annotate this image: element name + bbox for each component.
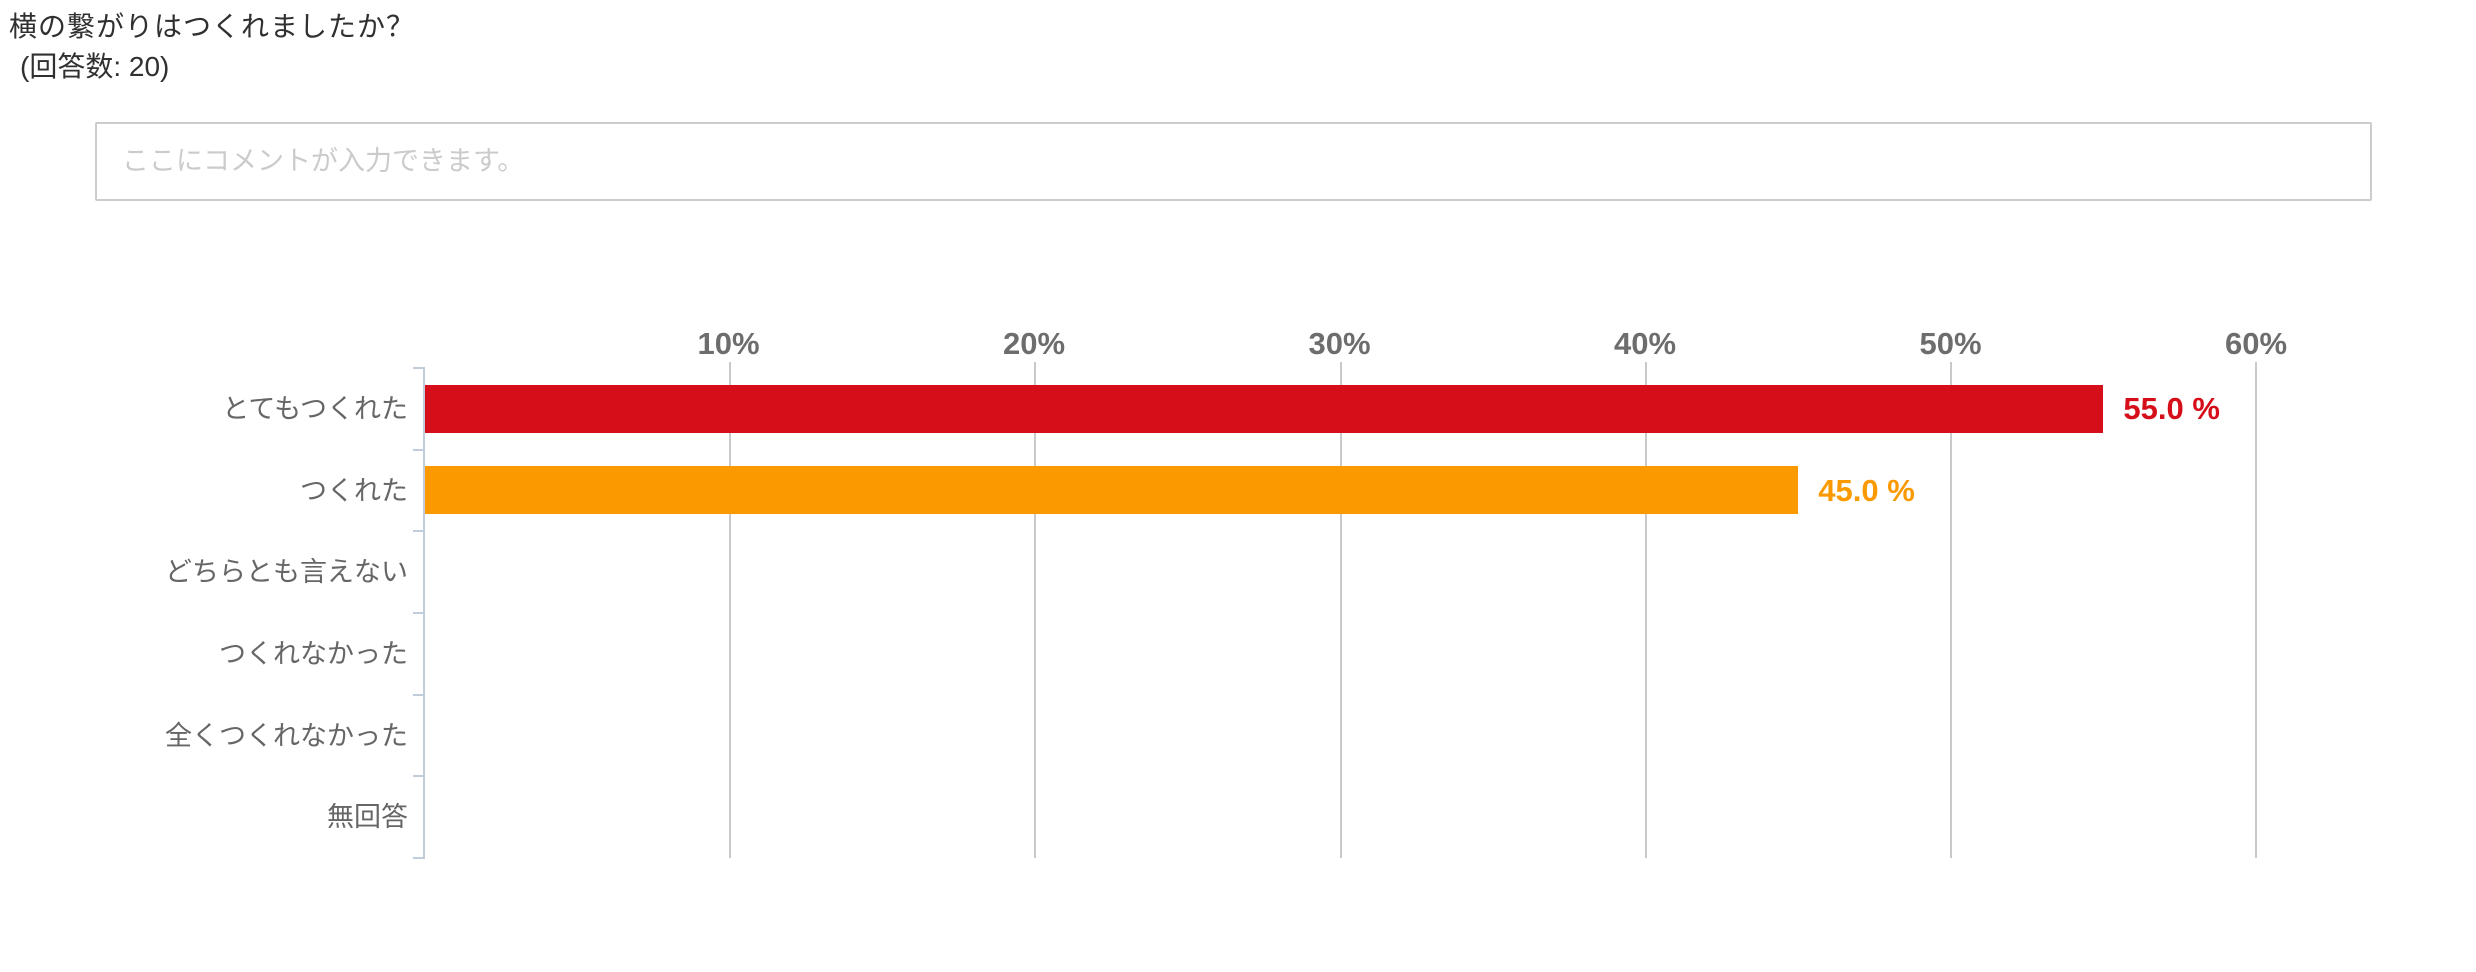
bar-row: 55.0 % [425, 368, 2256, 450]
x-tick-label: 30% [1308, 326, 1371, 361]
category-label: とてもつくれた [222, 393, 408, 424]
comment-input[interactable] [95, 122, 2372, 201]
response-count: (回答数: 20) [20, 51, 170, 82]
gridline [1949, 362, 1952, 858]
gridline [1644, 362, 1647, 858]
bar-value-label: 45.0 % [1818, 472, 1915, 508]
x-tick-label: 10% [697, 326, 760, 361]
y-axis-tick [413, 775, 425, 777]
category-label: つくれなかった [219, 638, 408, 669]
category-label: 無回答 [327, 802, 408, 833]
category-label: 全くつくれなかった [165, 720, 408, 751]
gridline [2255, 362, 2257, 858]
bar [425, 466, 1799, 515]
chart-plot-area: 55.0 % 45.0 % [413, 362, 2257, 859]
y-axis-tick [413, 530, 425, 532]
x-tick-label: 20% [1002, 326, 1066, 361]
bar-value-label: 55.0 % [2123, 391, 2220, 427]
category-label: どちらとも言えない [165, 557, 408, 588]
gridline [729, 362, 732, 858]
gridline [1339, 362, 1342, 858]
bar [425, 384, 2104, 433]
x-tick-label: 50% [1919, 326, 1982, 361]
y-axis-tick [413, 449, 425, 451]
x-tick-label: 40% [1613, 326, 1677, 361]
x-tick-label: 60% [2224, 326, 2288, 361]
y-axis-tick [413, 367, 425, 369]
y-axis-tick [413, 612, 425, 614]
category-label: つくれた [300, 475, 408, 506]
bar-row: 45.0 % [425, 450, 2256, 532]
y-axis-tick [413, 694, 425, 696]
question-title: 横の繋がりはつくれましたか？ [9, 11, 416, 42]
gridline [1034, 362, 1037, 858]
y-axis-tick [413, 857, 425, 859]
